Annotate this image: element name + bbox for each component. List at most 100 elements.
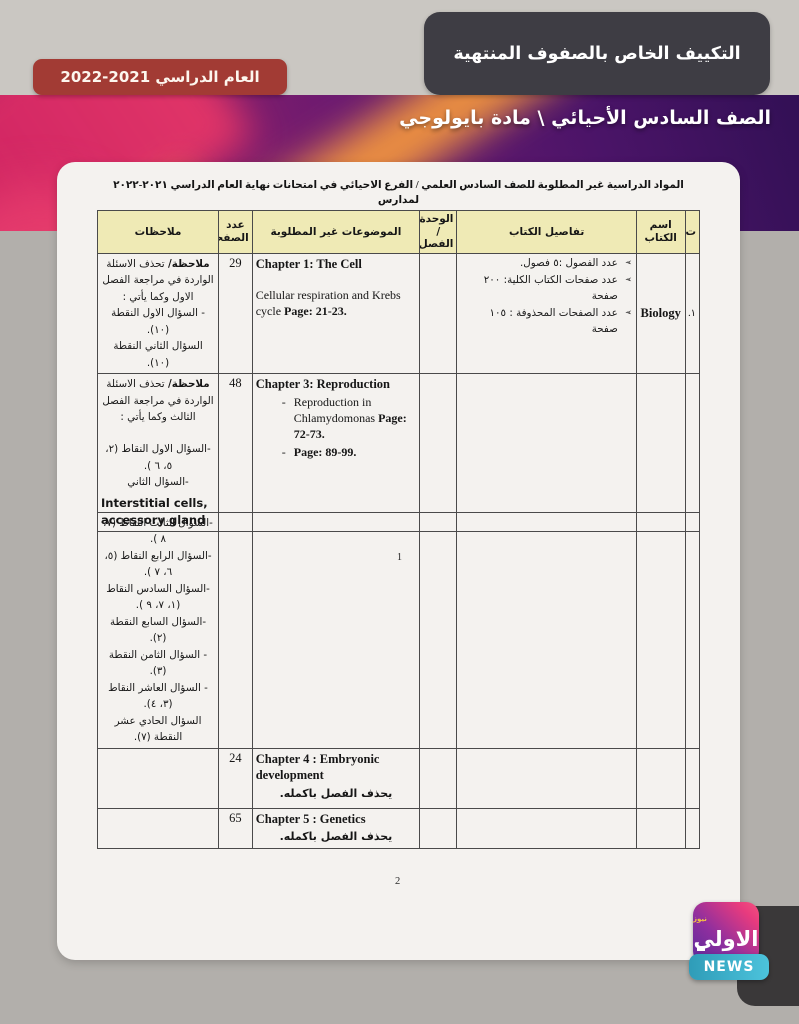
cell-notes <box>96 807 220 849</box>
cell-page-count <box>218 512 253 749</box>
cell-unit <box>419 373 458 533</box>
top-right-banner: التكييف الخاص بالصفوف المنتهية <box>424 12 770 95</box>
cell-serial <box>684 512 701 749</box>
topics-bullet: - Page: 89-99. <box>282 444 416 460</box>
topics-pages: Page: 89-99. <box>293 444 357 459</box>
subject-title: الصف السادس الأحيائي \ مادة بايولوجي <box>399 107 771 129</box>
detail-item: ➢ عدد صفحات الكتاب الكلية: ٢٠٠ صفحة <box>460 273 632 305</box>
table-row: Chapter 5 : Genetics يحذف الفصل باكمله. … <box>96 807 701 849</box>
detail-text: عدد صفحات الكتاب الكلية: ٢٠٠ صفحة <box>483 273 618 302</box>
cell-topics: Chapter 3: Reproduction - Reproduction i… <box>251 373 421 533</box>
topics-bullet-text: Reproduction in Chlamydomonas Page: 72-7… <box>294 394 416 443</box>
cell-notes: -السؤال الثالث النقاط (٧، ٨ ). -السؤال ا… <box>96 512 220 749</box>
cell-unit <box>419 252 458 375</box>
cell-book-details <box>456 807 637 849</box>
scan-page-number-2: 2 <box>395 876 401 887</box>
cell-book-details <box>456 747 637 809</box>
chapter-title: Chapter 3: Reproduction <box>255 377 390 392</box>
cell-topics <box>251 512 421 749</box>
cell-notes <box>96 747 220 809</box>
dash-bullet-icon: - <box>281 394 286 409</box>
notes-label: ملاحظة/ <box>167 378 210 391</box>
chapter-title: Chapter 1: The Cell <box>255 256 362 271</box>
cell-book-name <box>635 512 686 749</box>
cell-topics: Chapter 1: The Cell Cellular respiration… <box>251 252 421 375</box>
header-cell-details: تفاصيل الكتاب <box>456 210 637 254</box>
topics-body: Cellular respiration and Krebs cycle Pag… <box>256 287 416 319</box>
cell-page-count: 24 <box>218 747 253 809</box>
notes-line: -السؤال السادس النقاط (١، ٧، ٩ ). <box>106 582 210 612</box>
header-cell-notes: ملاحظات <box>96 210 220 254</box>
cell-notes: ملاحظة/ تحذف الاسئلة الواردة في مراجعة ا… <box>96 373 220 533</box>
notes-intro-text: تحذف الاسئلة الواردة في مراجعة الفصل الث… <box>102 378 214 423</box>
detail-text: عدد الصفحات المحذوفة : ١٠٥ صفحة <box>489 306 618 335</box>
cell-serial <box>684 807 701 849</box>
detail-item: ➢ عدد الفصول :٥ فصول. <box>460 256 632 272</box>
cell-unit <box>419 807 458 849</box>
notes-line: السؤال الحادي عشر النقطة (٧). <box>114 714 202 744</box>
cell-book-details <box>456 373 637 533</box>
document-page: المواد الدراسية غير المطلوبة للصف السادس… <box>57 162 740 960</box>
arrow-bullet-icon: ➢ <box>624 274 632 285</box>
header-cell-serial: ت <box>684 210 701 254</box>
notes-line: -السؤال السابع النقطة (٢). <box>109 615 207 645</box>
curriculum-table-2: -السؤال الثالث النقاط (٧، ٨ ). -السؤال ا… <box>96 512 701 849</box>
notes-line: -السؤال الثاني <box>127 476 189 489</box>
logo-tagline: نيوز <box>693 914 707 923</box>
document-header-line1: المواد الدراسية غير المطلوبة للصف السادس… <box>113 180 684 207</box>
notes-line: - السؤال العاشر النقاط (٣، ٤). <box>108 681 208 711</box>
notes-line: - السؤال الثامن النقطة (٣). <box>108 648 208 678</box>
logo-wordmark: الاولى <box>693 926 759 951</box>
cell-book-name: Biology <box>635 252 686 375</box>
logo-dash-decoration <box>697 948 705 951</box>
scan-page-number-1: 1 <box>397 552 402 563</box>
cell-page-count: 48 <box>218 373 253 533</box>
cell-notes: ملاحظة/ تحذف الاسئلة الواردة في مراجعة ا… <box>96 252 220 375</box>
table-row: Chapter 3: Reproduction - Reproduction i… <box>96 373 701 533</box>
cell-unit <box>419 512 458 749</box>
notes-line: -السؤال الرابع النقاط (٥، ٦، ٧ ). <box>104 549 212 579</box>
chapter-title: Chapter 4 : Embryonic development <box>255 751 380 783</box>
news-label: NEWS <box>703 959 755 975</box>
delete-chapter-note: يحذف الفصل باكمله. <box>279 787 393 801</box>
news-logo-ribbon: NEWS <box>689 954 769 980</box>
topics-pages: Page: 72-73. <box>293 411 407 442</box>
cell-page-count: 29 <box>218 252 253 375</box>
notes-line: -السؤال الثالث النقاط (٧، ٨ ). <box>103 517 213 546</box>
chapter-title: Chapter 5 : Genetics <box>255 811 366 826</box>
school-year-banner: العام الدراسي 2021-2022 <box>33 59 287 95</box>
dash-bullet-icon: - <box>281 444 286 459</box>
cell-serial <box>684 373 701 533</box>
arrow-bullet-icon: ➢ <box>624 257 632 268</box>
header-cell-book: اسم الكتاب <box>635 210 686 254</box>
topics-text: Cellular respiration and Krebs cycle <box>255 287 401 318</box>
table-row: ١. Biology ➢ عدد الفصول :٥ فصول. ➢ عدد صفح… <box>96 252 701 375</box>
cell-book-name <box>635 373 686 533</box>
cell-book-details <box>456 512 637 749</box>
notes-spacer <box>101 425 215 441</box>
detail-text: عدد الفصول :٥ فصول. <box>519 256 618 269</box>
cell-topics: Chapter 4 : Embryonic development يحذف ا… <box>251 747 421 809</box>
notes-intro: ملاحظة/ تحذف الاسئلة الواردة في مراجعة ا… <box>101 256 215 305</box>
arrow-bullet-icon: ➢ <box>624 307 632 318</box>
topics-pages: Page: 21-23. <box>284 303 347 318</box>
header-cell-topics: الموضوعات غير المطلوبة <box>251 210 421 254</box>
notes-intro: ملاحظة/ تحذف الاسئلة الواردة في مراجعة ا… <box>101 376 215 425</box>
curriculum-table-1: ت اسم الكتاب تفاصيل الكتاب الوحدة / الفص… <box>96 210 701 533</box>
cell-book-name <box>635 747 686 809</box>
top-right-banner-label: التكييف الخاص بالصفوف المنتهية <box>453 43 741 64</box>
delete-chapter-note: يحذف الفصل باكمله. <box>279 830 393 844</box>
table-row: Chapter 4 : Embryonic development يحذف ا… <box>96 747 701 809</box>
cell-unit <box>419 747 458 809</box>
cell-serial <box>684 747 701 809</box>
notes-label: ملاحظة/ <box>167 257 210 270</box>
cell-topics: Chapter 5 : Genetics يحذف الفصل باكمله. <box>251 807 421 849</box>
notes-intro-text: تحذف الاسئلة الواردة في مراجعة الفصل الا… <box>102 257 214 303</box>
table-header-row: ت اسم الكتاب تفاصيل الكتاب الوحدة / الفص… <box>96 210 701 254</box>
notes-line: السؤال الثاني النقطة (١٠). <box>113 340 203 369</box>
cell-book-details: ➢ عدد الفصول :٥ فصول. ➢ عدد صفحات الكتاب ا… <box>456 252 637 375</box>
cell-serial: ١. <box>684 252 701 375</box>
news-logo-badge: نيوز الاولى <box>693 902 759 964</box>
topics-bullet: - Reproduction in Chlamydomonas Page: 72… <box>282 394 416 443</box>
